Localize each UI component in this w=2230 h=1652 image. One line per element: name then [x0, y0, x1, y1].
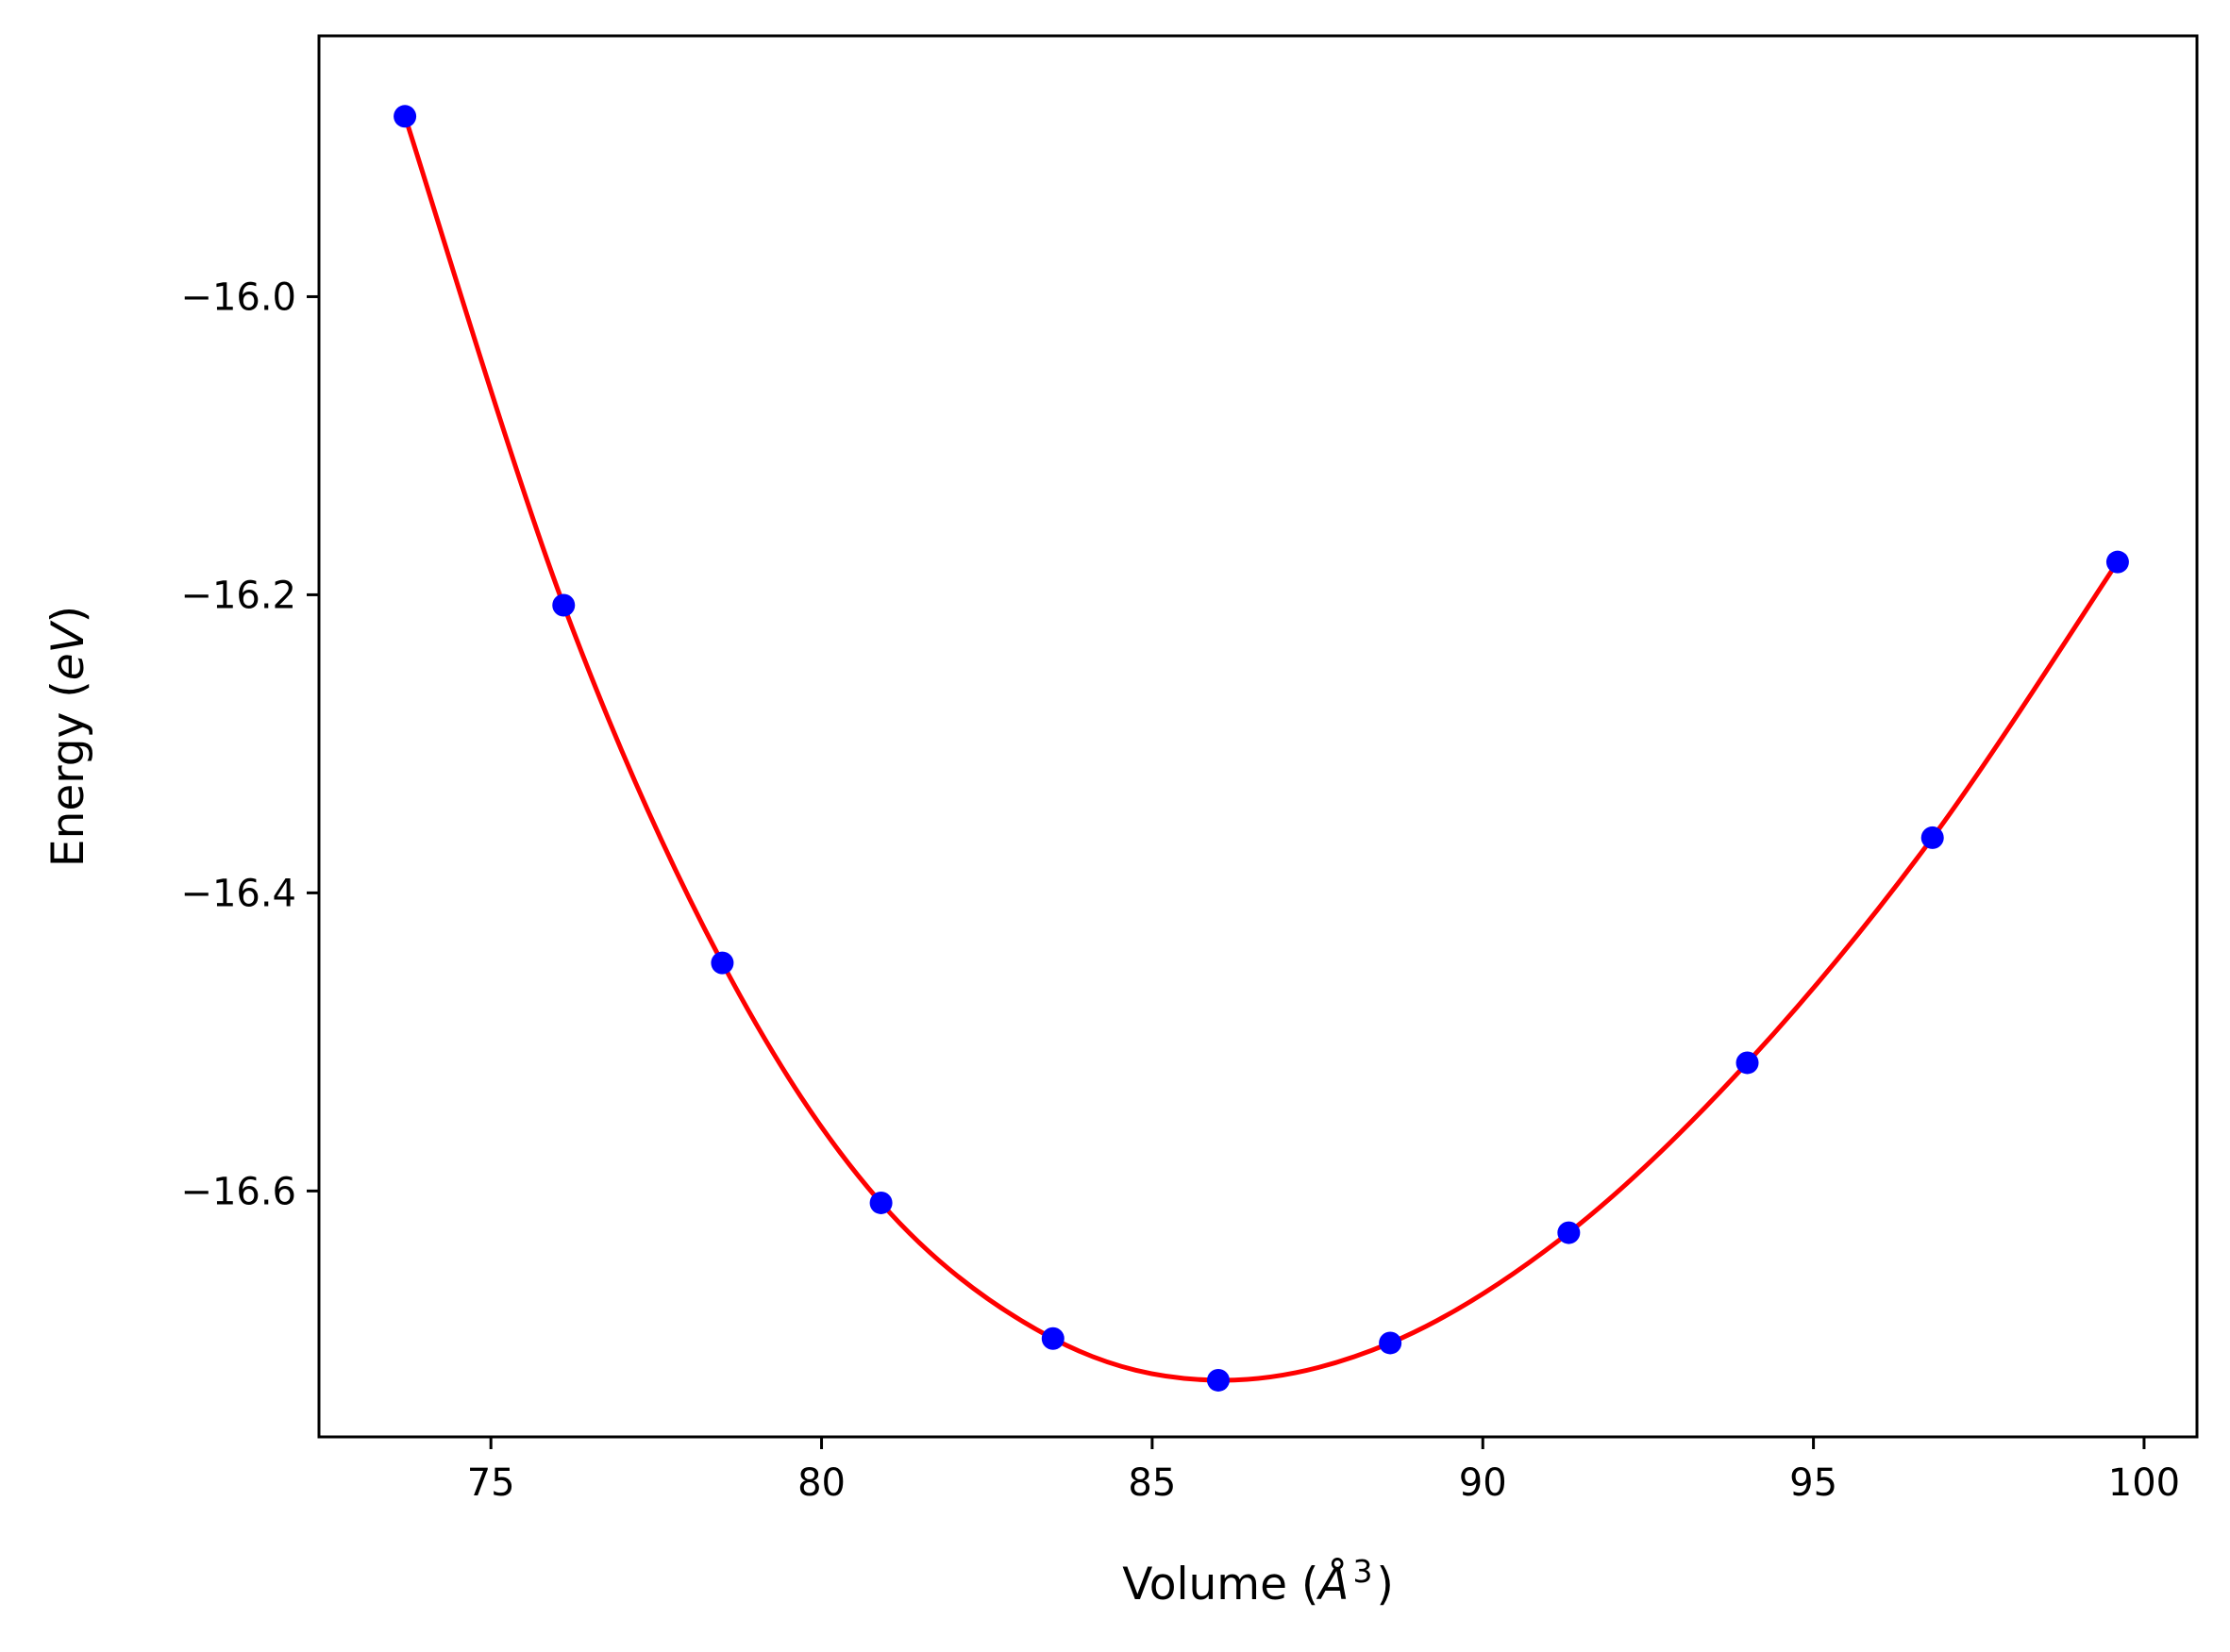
y-tick-label: −16.4 — [180, 872, 296, 915]
x-axis-label: Volume (Å 3) — [1122, 1553, 1394, 1610]
x-tick-label: 75 — [467, 1461, 515, 1505]
points-layer — [394, 105, 2129, 1392]
y-axis-label-prefix: Energy ( — [42, 680, 94, 867]
x-tick-label: 80 — [797, 1461, 846, 1505]
data-point — [1379, 1331, 1402, 1355]
data-point — [552, 593, 576, 617]
y-tick-label: −16.2 — [180, 574, 296, 617]
data-point — [711, 951, 734, 975]
x-axis-label-symbol: Å — [1316, 1559, 1349, 1610]
data-point — [1557, 1221, 1581, 1244]
x-axis-label-suffix: ) — [1376, 1559, 1393, 1610]
y-tick-label: −16.0 — [180, 275, 296, 319]
data-point — [1206, 1368, 1230, 1392]
y-tick-label: −16.6 — [180, 1170, 296, 1213]
data-point — [1041, 1327, 1065, 1350]
x-tick-label: 85 — [1128, 1461, 1176, 1505]
x-tick-label: 95 — [1789, 1461, 1837, 1505]
data-point — [1735, 1051, 1759, 1075]
data-point — [394, 105, 417, 128]
fit-curve-line — [402, 115, 2120, 1383]
x-axis-label-prefix: Volume ( — [1122, 1559, 1318, 1610]
curve-layer — [402, 115, 2120, 1383]
x-tick-label: 90 — [1459, 1461, 1507, 1505]
data-point — [869, 1191, 893, 1214]
y-axis-label-italic: eV — [42, 620, 94, 680]
plot-frame — [317, 34, 2199, 1439]
x-axis-label-superscript: 3 — [1352, 1553, 1372, 1590]
x-tick-label: 100 — [2108, 1461, 2180, 1505]
ticks-layer: 75 80 85 90 95 100 −16.0 −16.2 −16.4 −16.6 — [180, 275, 2180, 1505]
y-axis-label-suffix: ) — [42, 606, 94, 623]
data-point — [2105, 550, 2129, 574]
data-point — [1920, 826, 1944, 849]
y-axis-label: Energy (eV) — [42, 606, 94, 867]
